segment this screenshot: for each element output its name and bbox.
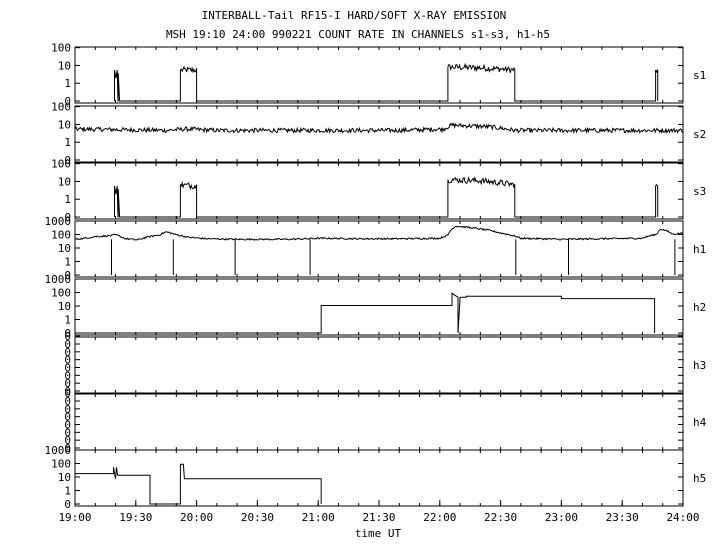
y-tick-label: 1	[64, 256, 71, 269]
y-tick-label: 1	[64, 193, 71, 206]
panels: 1001010s11001010s21001010s310001001010h1…	[45, 42, 707, 511]
y-tick-label: 0	[64, 369, 71, 382]
y-tick-label: 10	[58, 175, 71, 188]
x-tick-label: 23:00	[545, 511, 578, 524]
y-tick-label: 100	[51, 458, 71, 471]
y-tick-label: 0	[64, 377, 71, 390]
y-tick-label: 0	[64, 498, 71, 511]
y-tick-label: 100	[51, 42, 71, 55]
series-line-s3	[114, 175, 659, 218]
panel-frame	[74, 336, 684, 394]
chart-subtitle: MSH 19:10 24:00 990221 COUNT RATE IN CHA…	[166, 28, 550, 41]
series-line-h1	[75, 225, 684, 241]
y-tick-label: 0	[64, 387, 71, 400]
panel-frame	[74, 449, 684, 507]
y-tick-label: 1	[64, 77, 71, 90]
series-line-h5	[75, 463, 322, 505]
y-tick-label: 0	[64, 419, 71, 432]
x-tick-label: 21:30	[362, 511, 395, 524]
y-tick-label: 100	[51, 158, 71, 171]
y-tick-label: 100	[51, 229, 71, 242]
x-tick-label: 19:00	[58, 511, 91, 524]
panel-label-s1: s1	[693, 69, 706, 82]
y-tick-label: 1	[64, 485, 71, 498]
panel-label-h2: h2	[693, 301, 706, 314]
y-tick-label: 1	[64, 136, 71, 149]
y-tick-label: 0	[64, 269, 71, 282]
panel-frame	[74, 105, 684, 163]
x-tick-label: 23:30	[606, 511, 639, 524]
y-tick-label: 100	[51, 287, 71, 300]
x-tick-label: 20:00	[180, 511, 213, 524]
y-tick-label: 10	[58, 59, 71, 72]
y-tick-label: 100	[51, 101, 71, 114]
y-tick-label: 10	[58, 242, 71, 255]
y-tick-label: 1000	[45, 444, 72, 457]
y-tick-label: 0	[64, 95, 71, 108]
panel-frame	[74, 393, 684, 451]
x-tick-label: 22:30	[484, 511, 517, 524]
panel-frame	[74, 278, 684, 336]
y-tick-label: 0	[64, 426, 71, 439]
y-tick-label: 0	[64, 403, 71, 416]
y-tick-label: 0	[64, 385, 71, 398]
y-tick-label: 0	[64, 362, 71, 375]
chart-title: INTERBALL-Tail RF15-I HARD/SOFT X-RAY EM…	[202, 9, 507, 22]
y-tick-label: 0	[64, 434, 71, 447]
x-axis: 19:00 19:30 20:00 20:30 21:00 21:30 22:00 22:30…	[58, 47, 700, 524]
y-tick-label: 1000	[45, 273, 72, 286]
y-tick-label: 0	[64, 154, 71, 167]
y-tick-label: 0	[64, 330, 71, 343]
x-tick-label: 22:00	[423, 511, 456, 524]
y-tick-label: 0	[64, 211, 71, 224]
y-tick-label: 10	[58, 118, 71, 131]
panel-label-h3: h3	[693, 359, 706, 372]
y-tick-label: 0	[64, 346, 71, 359]
y-tick-label: 10	[58, 471, 71, 484]
y-tick-label: 0	[64, 411, 71, 424]
x-tick-label: 21:00	[302, 511, 335, 524]
y-tick-label: 0	[64, 354, 71, 367]
panel-label-s3: s3	[693, 185, 706, 198]
panel-label-h4: h4	[693, 416, 707, 429]
series-line-h2	[75, 292, 656, 334]
y-tick-label: 1000	[45, 215, 72, 228]
panel-label-s2: s2	[693, 128, 706, 141]
x-tick-label: 19:30	[119, 511, 152, 524]
y-tick-label: 0	[64, 327, 71, 340]
series-line-s1	[114, 62, 659, 102]
x-axis-title: time UT	[355, 527, 402, 540]
x-tick-label: 24:00	[666, 511, 699, 524]
series-line-s2	[74, 122, 684, 135]
panel-frame	[74, 46, 684, 104]
panel-label-h1: h1	[693, 243, 706, 256]
y-tick-label: 1	[64, 314, 71, 327]
y-tick-label: 0	[64, 442, 71, 455]
y-tick-label: 0	[64, 338, 71, 351]
panel-label-h5: h5	[693, 472, 706, 485]
y-tick-label: 0	[64, 395, 71, 408]
panel-frame	[74, 162, 684, 220]
x-tick-label: 20:30	[241, 511, 274, 524]
panel-frame	[74, 220, 684, 278]
y-tick-label: 10	[58, 300, 71, 313]
